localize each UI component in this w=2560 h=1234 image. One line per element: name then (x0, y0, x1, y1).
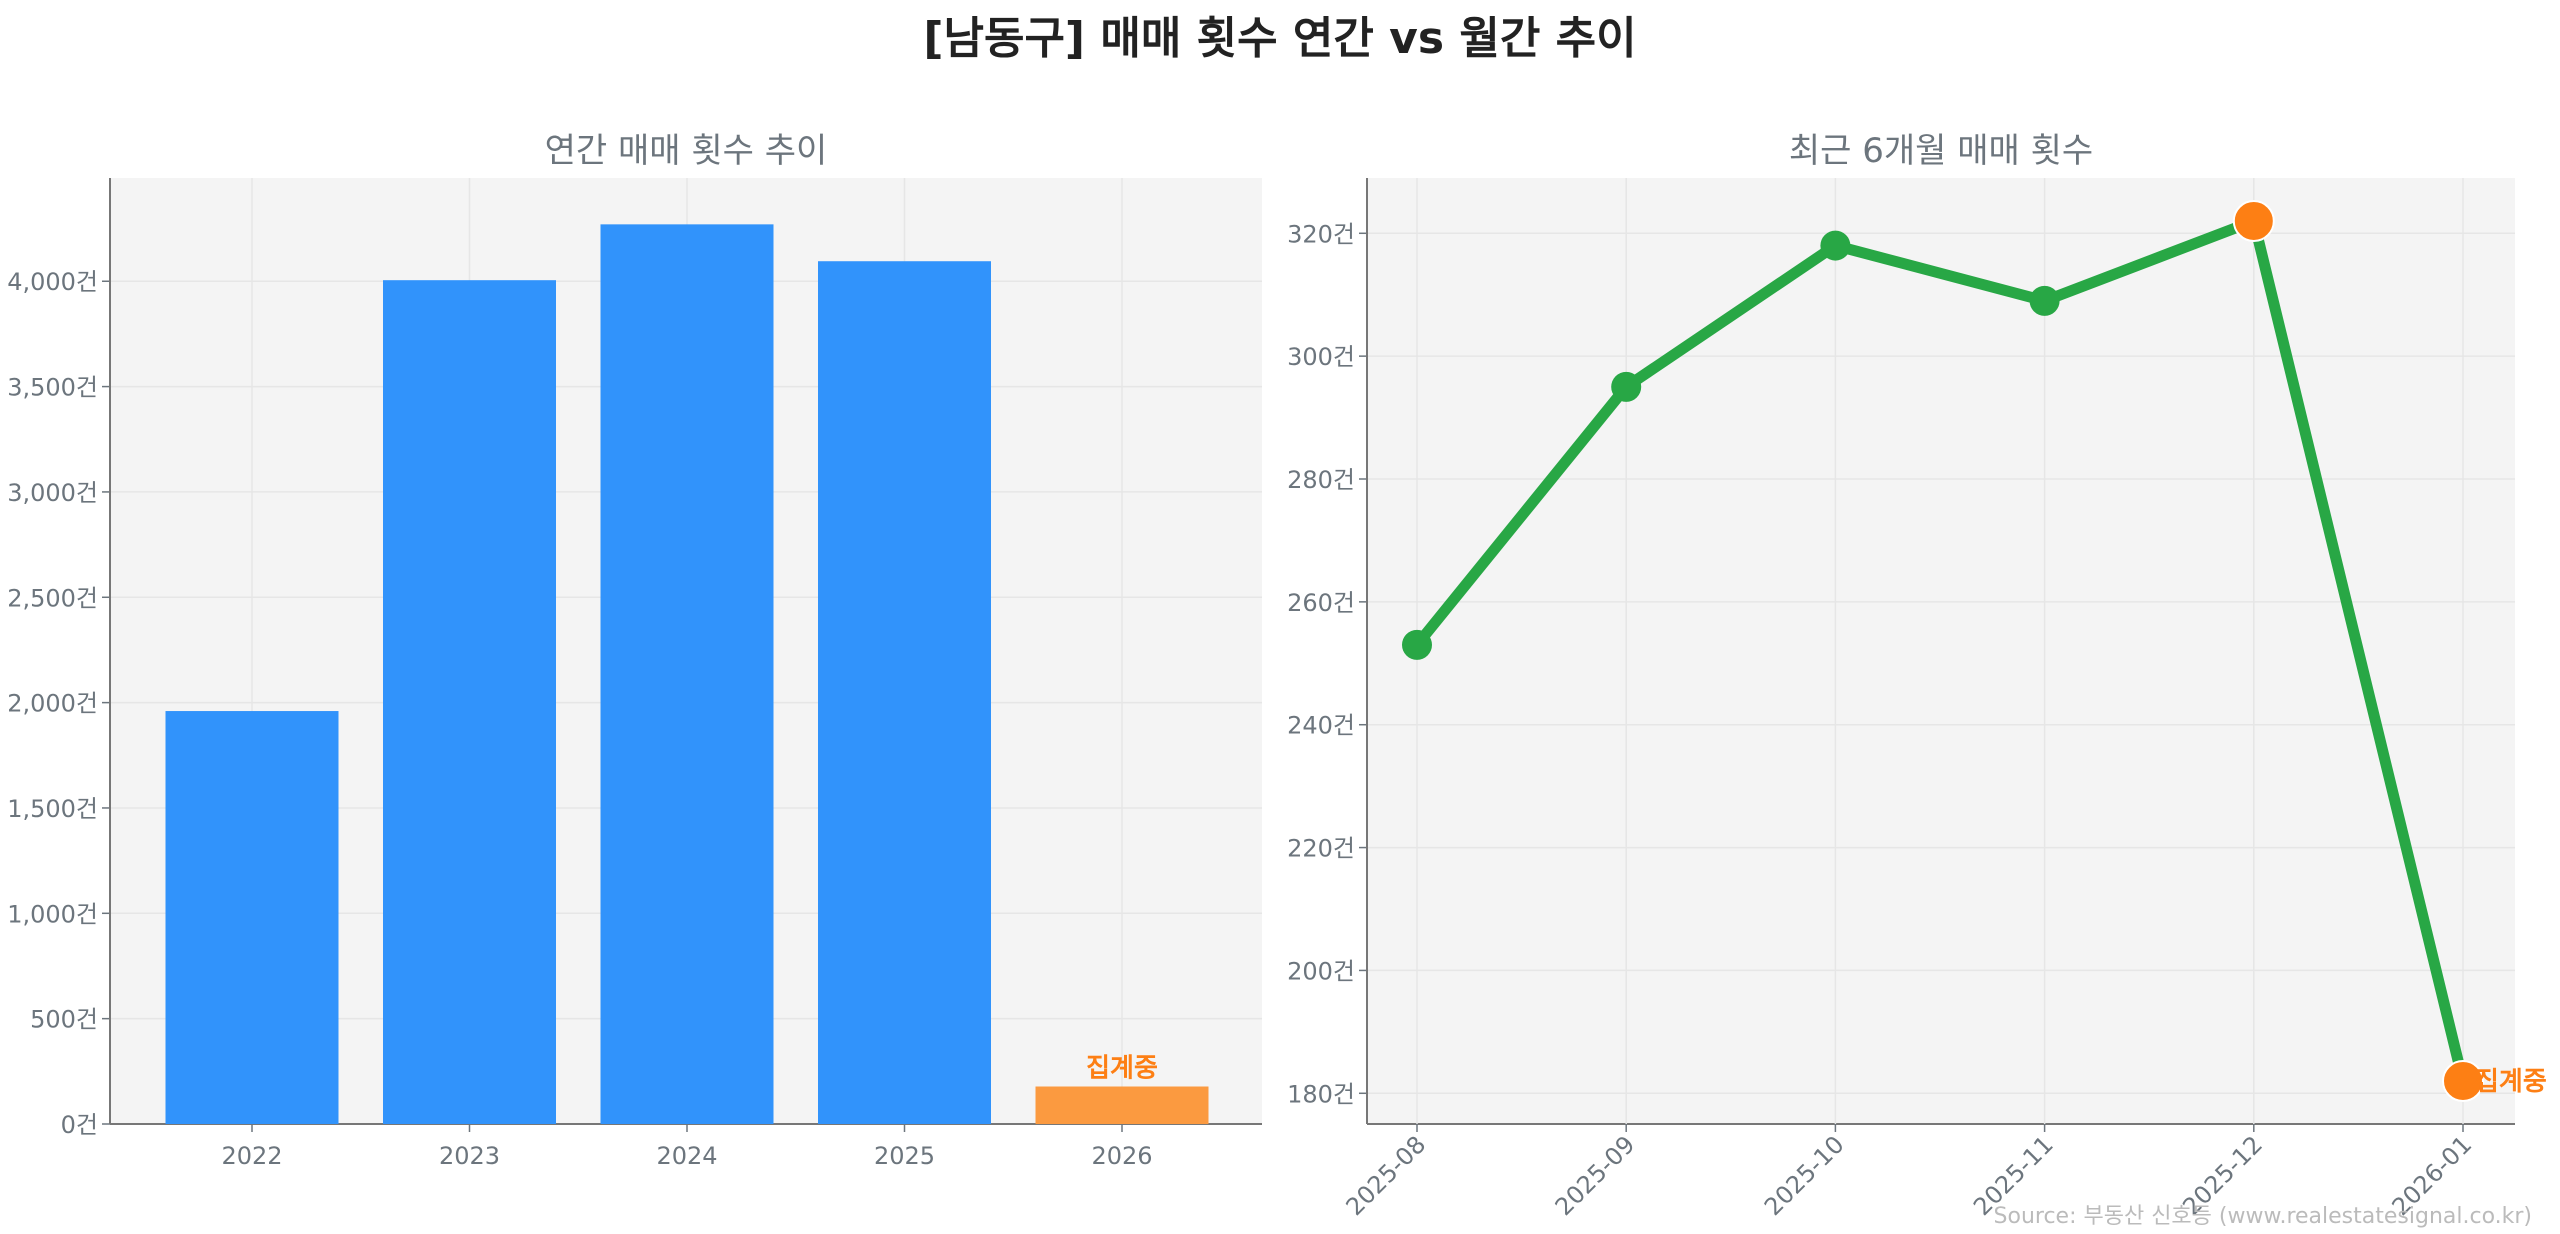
y-tick-label: 200건 (1287, 957, 1355, 985)
x-tick-label: 2025-09 (1550, 1130, 1641, 1221)
y-tick-label: 260건 (1287, 589, 1355, 617)
data-point-2025-10 (1820, 230, 1851, 261)
data-point-2026-01 (2442, 1060, 2484, 1102)
y-tick-label: 500건 (30, 1006, 98, 1034)
data-point-2025-09 (1611, 371, 1642, 402)
y-tick-label: 0건 (61, 1111, 98, 1139)
y-tick-label: 2,000건 (7, 690, 98, 718)
data-point-2025-08 (1402, 629, 1432, 660)
bar-2024 (600, 224, 774, 1124)
source-note: Source: 부동산 신호등 (www.realestatesignal.co… (1993, 1204, 2532, 1229)
plot-area (1367, 178, 2515, 1124)
x-tick-label: 2025 (874, 1142, 935, 1170)
x-tick-label: 2025-10 (1759, 1130, 1850, 1221)
y-tick-label: 280건 (1287, 466, 1355, 494)
subplot-title: 연간 매매 횟수 추이 (545, 131, 828, 171)
y-tick-label: 320건 (1287, 220, 1355, 248)
bar-2022 (165, 711, 339, 1124)
bar-2026 (1035, 1086, 1209, 1124)
bar-2025 (818, 261, 991, 1124)
y-tick-label: 2,500건 (7, 584, 98, 612)
bar-2023 (383, 280, 556, 1125)
y-tick-label: 1,000건 (7, 900, 98, 928)
pending-annotation: 집계중 (2475, 1067, 2547, 1097)
series-line (1412, 215, 2469, 1083)
y-tick-label: 300건 (1287, 343, 1355, 371)
y-tick-label: 3,000건 (7, 479, 98, 507)
y-tick-label: 4,000건 (7, 268, 98, 296)
x-tick-label: 2024 (656, 1142, 717, 1170)
y-tick-label: 3,500건 (7, 374, 98, 402)
y-tick-label: 240건 (1287, 712, 1355, 740)
pending-annotation: 집계중 (1086, 1053, 1158, 1083)
x-tick-label: 2025-08 (1341, 1130, 1432, 1221)
y-tick-label: 1,500건 (7, 795, 98, 823)
x-tick-label: 2023 (439, 1142, 500, 1170)
y-tick-label: 180건 (1287, 1080, 1355, 1108)
y-tick-label: 220건 (1287, 835, 1355, 863)
chart-title: [남동구] 매매 횟수 연간 vs 월간 추이 (923, 13, 1637, 64)
data-point-2025-11 (2029, 285, 2060, 316)
x-tick-label: 2022 (221, 1142, 282, 1170)
x-tick-label: 2026 (1091, 1142, 1152, 1170)
subplot-title: 최근 6개월 매매 횟수 (1789, 131, 2093, 171)
data-point-2025-12 (2232, 200, 2275, 242)
